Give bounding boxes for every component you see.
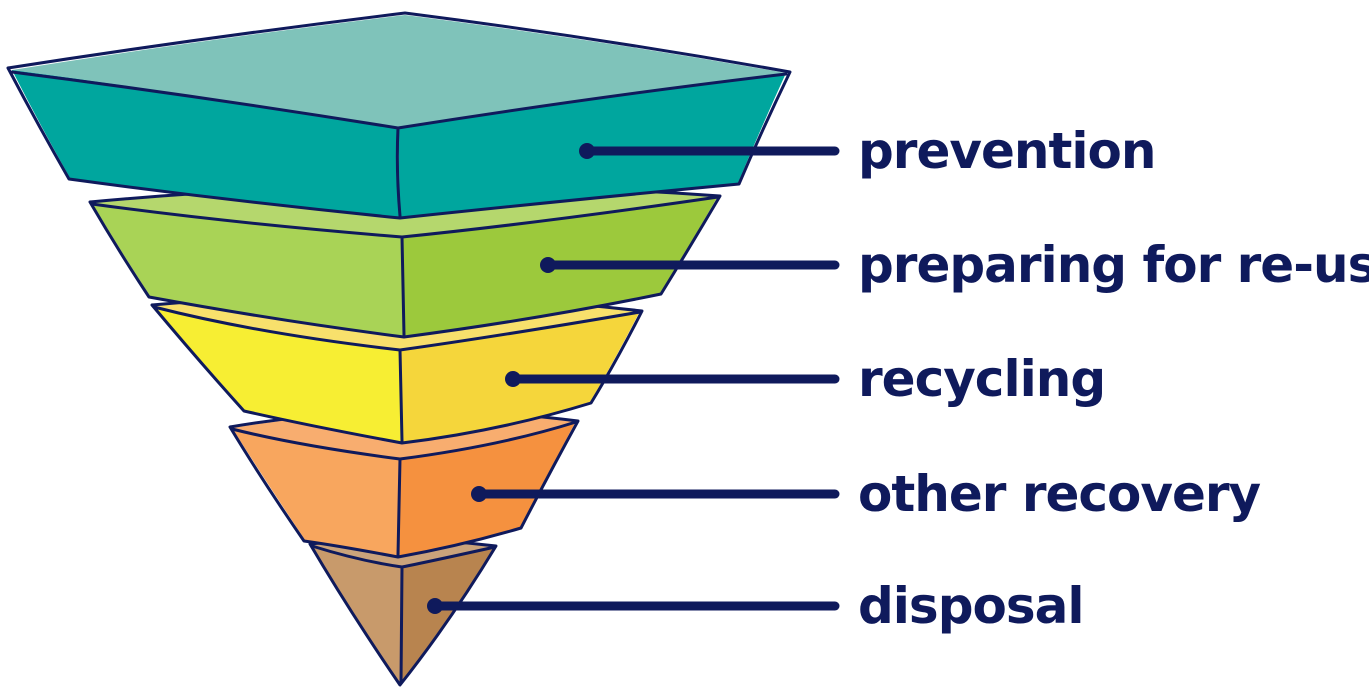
disposal-left-face: [312, 545, 402, 684]
label-other-recovery: other recovery: [471, 465, 1262, 523]
prevention-outline: [6, 11, 792, 220]
prevention-left-face: [12, 70, 400, 217]
label-prevention: prevention: [579, 122, 1156, 180]
label-preparing-for-reuse: preparing for re-use: [540, 236, 1369, 294]
preparing-for-reuse-label: preparing for re-use: [858, 236, 1369, 294]
recycling-left-face: [154, 306, 402, 442]
label-recycling: recycling: [505, 350, 1106, 408]
layer-disposal: [308, 537, 498, 687]
layer-prevention: [6, 11, 792, 220]
preparing-left-face: [92, 203, 404, 336]
prevention-label: prevention: [858, 122, 1155, 180]
disposal-label: disposal: [858, 577, 1083, 635]
recycling-label: recycling: [858, 350, 1105, 408]
disposal-right-face: [400, 546, 495, 684]
label-disposal: disposal: [427, 577, 1084, 635]
other-recovery-left-face: [232, 428, 400, 556]
prevention-top-face: [12, 15, 786, 127]
other-recovery-right-face: [398, 421, 576, 556]
other-recovery-label: other recovery: [858, 465, 1261, 523]
